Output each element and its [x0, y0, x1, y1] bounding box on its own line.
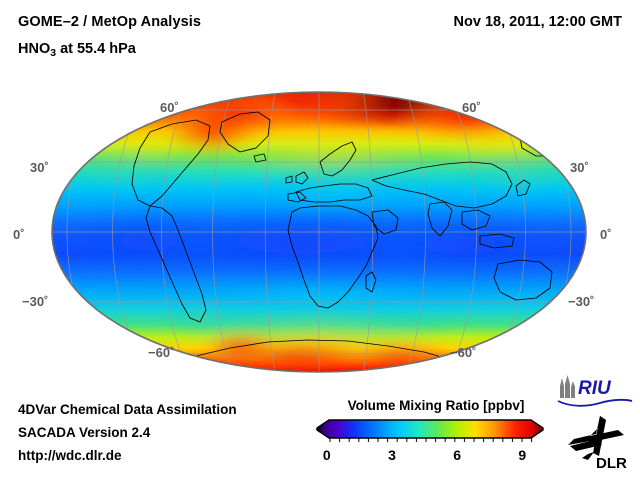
lat-label-left-m60: −60˚	[148, 345, 175, 360]
colorbar-tick-9: 9	[518, 447, 527, 463]
lat-label-left-60: 60˚	[160, 100, 179, 115]
map-panel	[0, 80, 640, 385]
coastlines	[131, 111, 579, 361]
title-instrument: GOME–2 / MetOp Analysis	[18, 14, 202, 30]
species-pressure: at 55.4 hPa	[56, 41, 136, 57]
dlr-wordmark: DLR	[596, 455, 627, 472]
lat-label-right-m30: −30˚	[568, 294, 595, 309]
riu-spires-icon	[560, 375, 575, 398]
colorbar	[316, 419, 544, 443]
colorbar-tick-6: 6	[453, 447, 462, 463]
lat-label-right-m60: −60˚	[450, 345, 477, 360]
footer-url[interactable]: http://wdc.dlr.de	[18, 448, 122, 463]
map-outline	[51, 91, 587, 373]
riu-wave-icon	[557, 398, 633, 407]
lat-label-left-0: 0˚	[13, 227, 25, 242]
colorbar-minor-ticks	[329, 438, 533, 442]
footer-version: SACADA Version 2.4	[18, 425, 151, 440]
colorbar-tick-0: 0	[322, 447, 331, 463]
species-subscript: 3	[50, 47, 57, 59]
mollweide-map	[51, 91, 587, 373]
title-species: HNO3 at 55.4 hPa	[18, 41, 136, 59]
riu-logo: RIU	[557, 375, 633, 407]
lat-label-left-m30: −30˚	[22, 294, 49, 309]
dlr-logo: DLR	[568, 416, 627, 472]
lat-label-left-30: 30˚	[30, 160, 49, 175]
colorbar-tick-labels: 0 3 6 9	[316, 447, 544, 467]
colorbar-title: Volume Mixing Ratio [ppbv]	[347, 398, 525, 413]
colorbar-tick-3: 3	[388, 447, 396, 463]
data-field	[52, 92, 586, 372]
timestamp: Nov 18, 2011, 12:00 GMT	[453, 14, 622, 30]
dlr-pinwheel-icon	[568, 416, 624, 460]
footer-method: 4DVar Chemical Data Assimilation	[18, 402, 237, 417]
species-name: HNO	[18, 41, 51, 57]
lat-label-right-30: 30˚	[570, 160, 589, 175]
colorbar-svg	[316, 419, 544, 442]
colorbar-gradient	[316, 419, 544, 439]
lat-label-right-0: 0˚	[600, 227, 612, 242]
lat-label-right-60: 60˚	[462, 100, 481, 115]
riu-wordmark: RIU	[578, 378, 612, 399]
